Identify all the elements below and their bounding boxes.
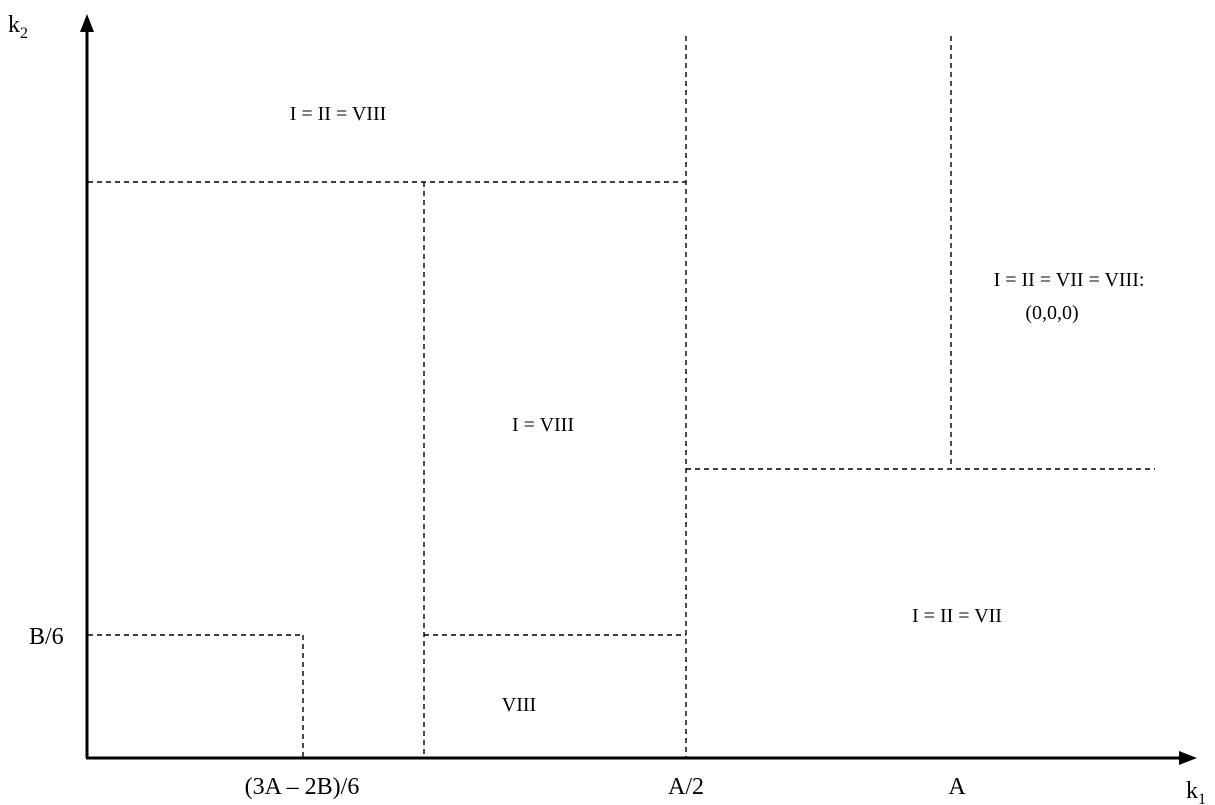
region-label-top-right-line1: I = II = VII = VIII: — [994, 269, 1145, 291]
region-label-middle: I = VIII — [512, 414, 574, 436]
region-label-bottom-right: I = II = VII — [912, 605, 1002, 627]
tick-label-b6: B/6 — [29, 624, 64, 650]
region-label-top-left: I = II = VIII — [290, 103, 387, 125]
y-axis-arrowhead — [80, 14, 94, 32]
x-axis-label: k1 — [1186, 778, 1206, 805]
x-axis-arrowhead — [1179, 751, 1197, 765]
region-boundaries — [88, 36, 1155, 758]
region-label-top-right-line2: (0,0,0) — [1025, 302, 1078, 324]
region-label-bottom-middle: VIII — [502, 694, 536, 716]
tick-label-a-half: A/2 — [668, 774, 704, 800]
tick-label-3a-2b-over-6: (3A – 2B)/6 — [245, 774, 360, 800]
axes — [80, 14, 1197, 765]
tick-label-a: A — [948, 774, 966, 800]
y-axis-label: k2 — [8, 12, 28, 42]
